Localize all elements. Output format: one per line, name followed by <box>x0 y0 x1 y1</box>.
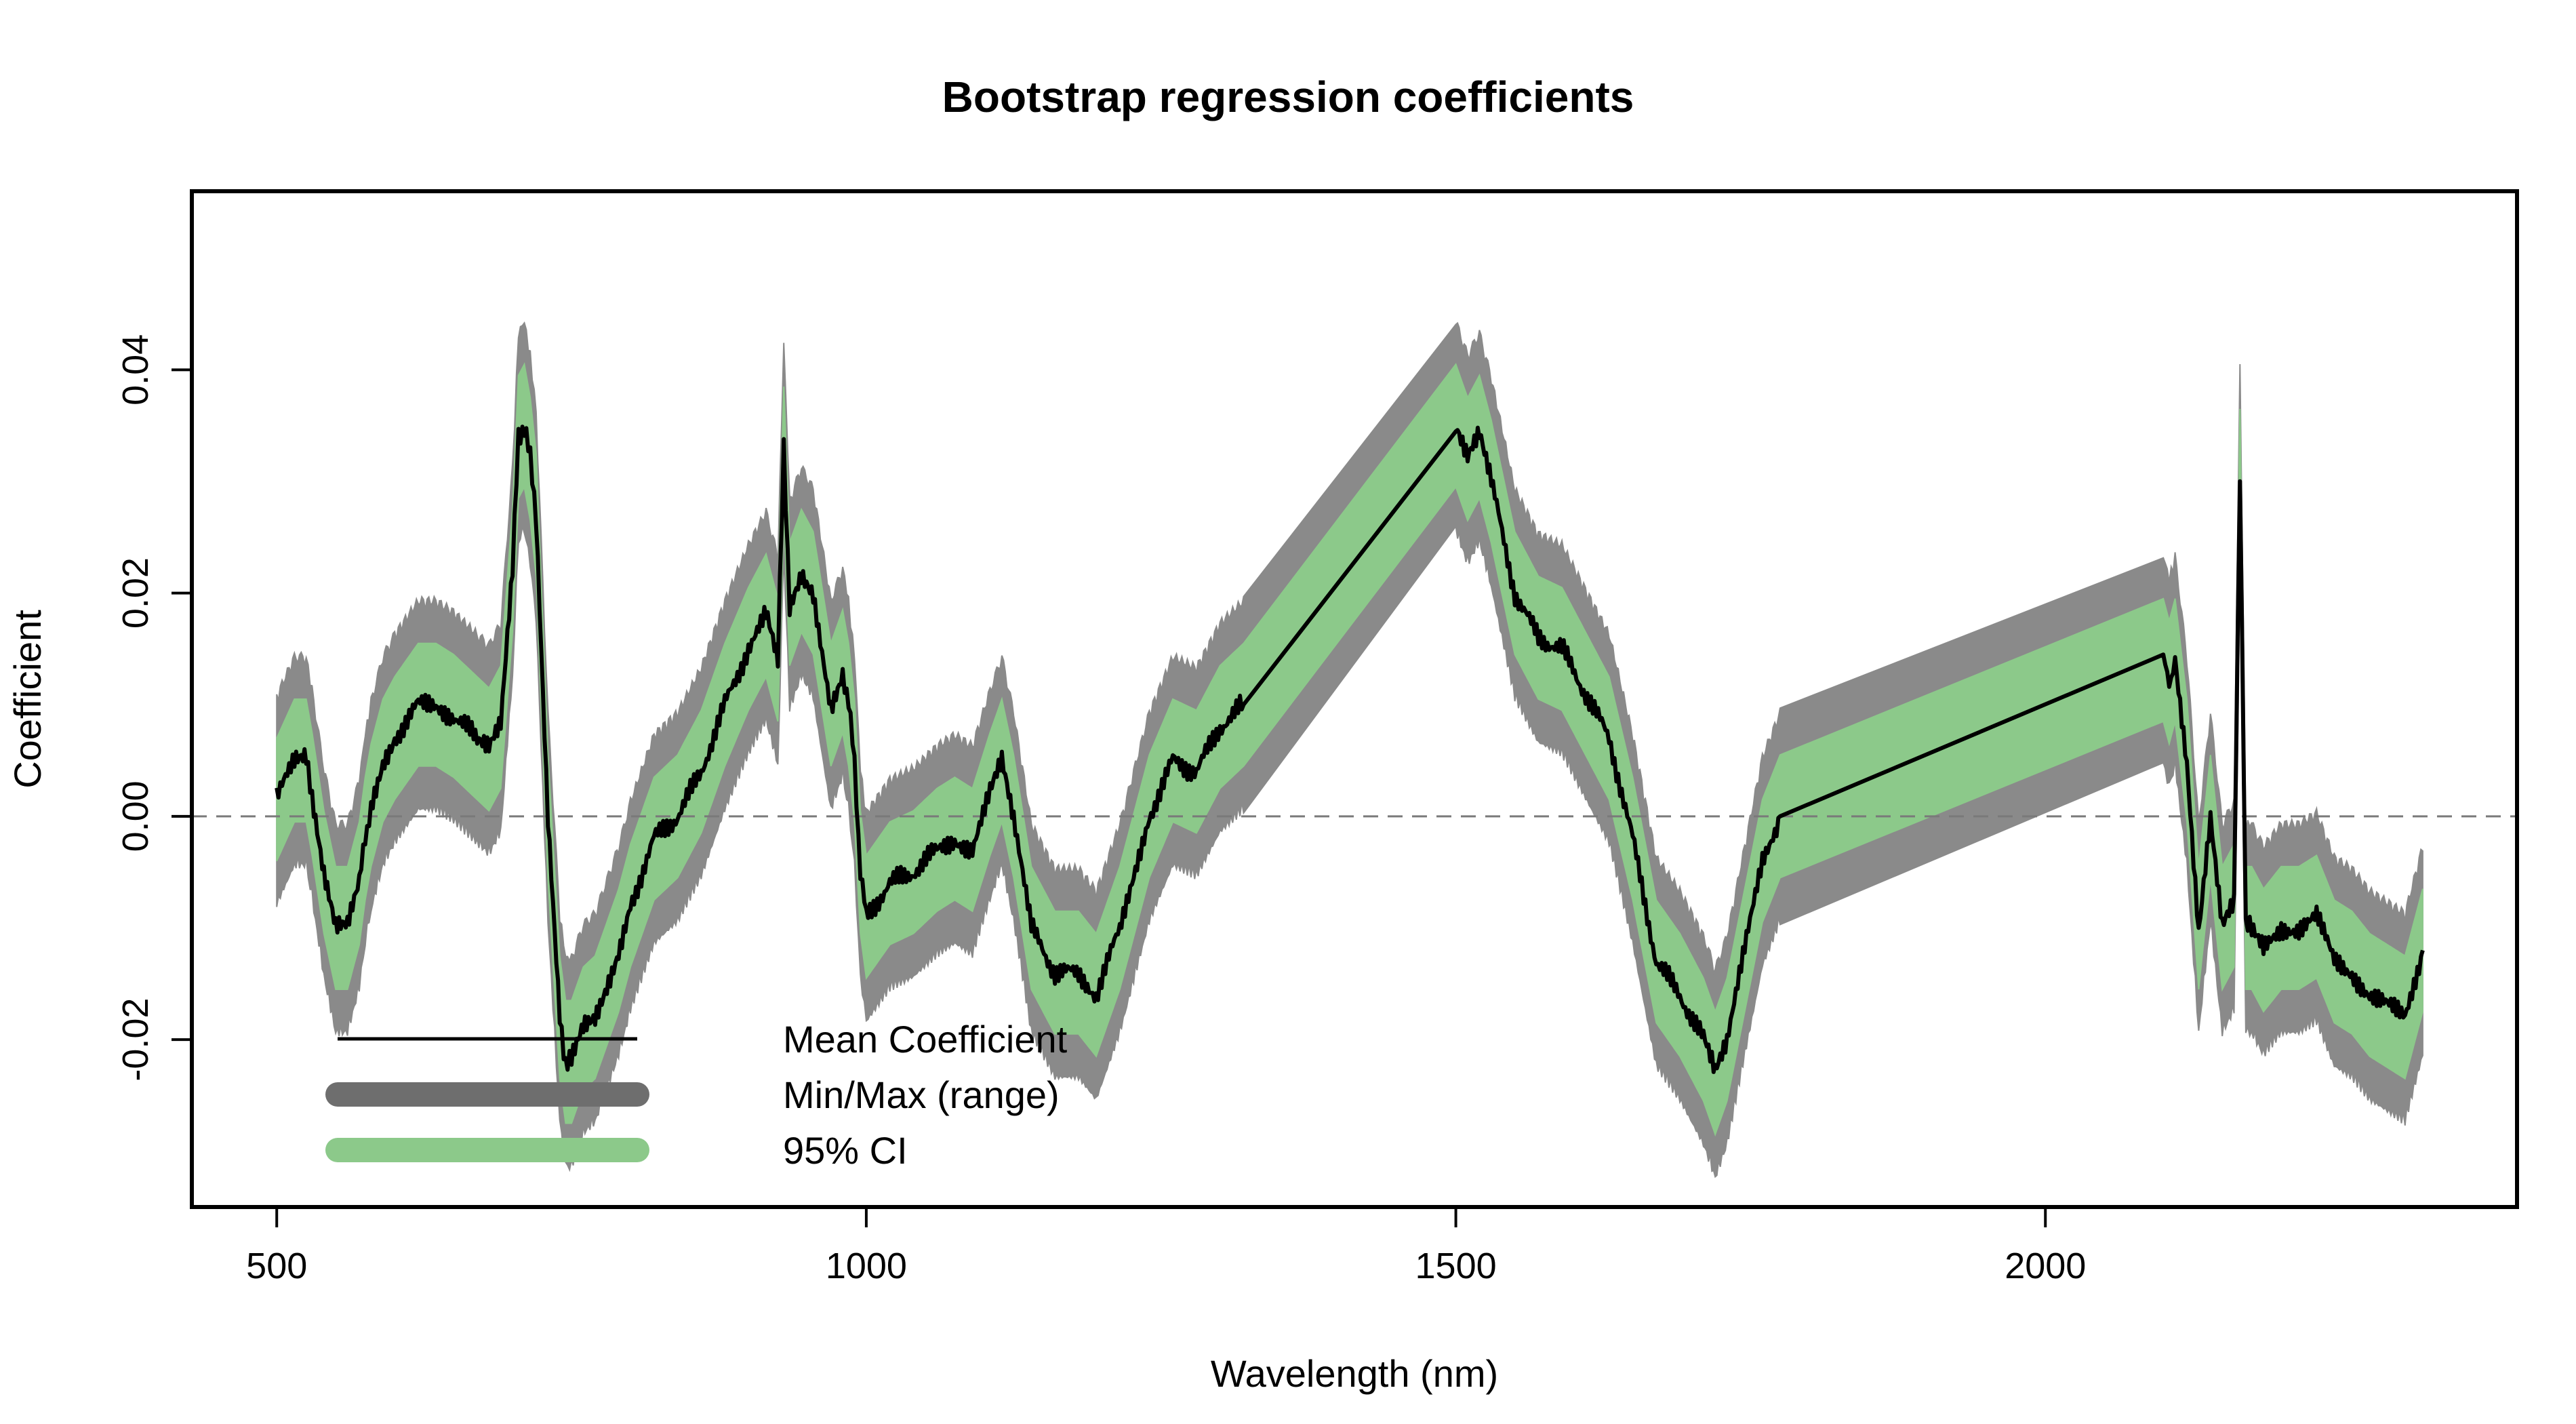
legend-label: 95% CI <box>783 1129 908 1172</box>
tick-layer: 500 1000 1500 2000 -0.02 0.00 0.02 0.04 <box>115 334 2086 1286</box>
chart-title: Bootstrap regression coefficients <box>942 73 1634 121</box>
mean-coefficient-line <box>275 424 2425 1074</box>
legend-label: Min/Max (range) <box>783 1073 1060 1116</box>
ci-band <box>276 362 2423 1137</box>
line-layer <box>275 424 2425 1074</box>
y-axis-label: Coefficient <box>6 610 49 789</box>
x-tick-label: 1000 <box>826 1246 907 1286</box>
x-tick-label: 500 <box>246 1246 307 1286</box>
y-tick-label: 0.04 <box>115 334 156 406</box>
band-layer <box>276 321 2423 1179</box>
plot-frame <box>190 189 2519 1209</box>
x-tick-label: 2000 <box>2005 1246 2086 1286</box>
y-tick-label: 0.00 <box>115 780 156 852</box>
x-axis-label: Wavelength (nm) <box>1211 1352 1498 1395</box>
y-tick-label: -0.02 <box>115 998 156 1082</box>
legend: Mean Coefficient Min/Max (range) 95% CI <box>325 1018 1068 1172</box>
x-tick-label: 1500 <box>1415 1246 1497 1286</box>
legend-label: Mean Coefficient <box>783 1018 1068 1061</box>
y-tick-label: 0.02 <box>115 557 156 629</box>
